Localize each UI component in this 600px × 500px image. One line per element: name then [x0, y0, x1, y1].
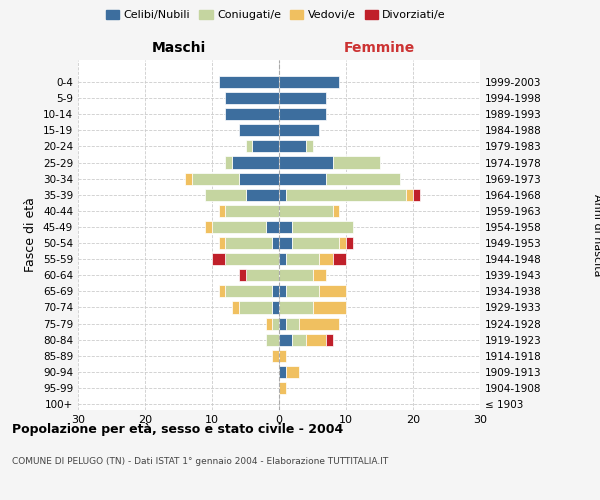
- Bar: [406, 188, 413, 201]
- Bar: [279, 286, 286, 298]
- Bar: [266, 334, 279, 346]
- Text: COMUNE DI PELUGO (TN) - Dati ISTAT 1° gennaio 2004 - Elaborazione TUTTITALIA.IT: COMUNE DI PELUGO (TN) - Dati ISTAT 1° ge…: [12, 458, 388, 466]
- Bar: [340, 237, 346, 249]
- Bar: [286, 366, 299, 378]
- Bar: [313, 269, 326, 281]
- Bar: [292, 334, 306, 346]
- Bar: [205, 188, 245, 201]
- Bar: [279, 140, 306, 152]
- Bar: [192, 172, 239, 184]
- Bar: [286, 286, 319, 298]
- Bar: [219, 205, 226, 217]
- Bar: [205, 221, 212, 233]
- Bar: [219, 286, 226, 298]
- Bar: [272, 286, 279, 298]
- Bar: [272, 237, 279, 249]
- Bar: [326, 172, 400, 184]
- Bar: [252, 140, 279, 152]
- Bar: [226, 205, 279, 217]
- Bar: [279, 269, 313, 281]
- Bar: [239, 124, 279, 136]
- Bar: [286, 318, 299, 330]
- Text: Femmine: Femmine: [344, 41, 415, 55]
- Bar: [245, 188, 279, 201]
- Bar: [279, 156, 332, 168]
- Bar: [185, 172, 192, 184]
- Bar: [413, 188, 420, 201]
- Bar: [286, 188, 406, 201]
- Bar: [245, 140, 252, 152]
- Text: Popolazione per età, sesso e stato civile - 2004: Popolazione per età, sesso e stato civil…: [12, 422, 343, 436]
- Bar: [226, 253, 279, 265]
- Bar: [332, 205, 340, 217]
- Bar: [313, 302, 346, 314]
- Bar: [346, 237, 353, 249]
- Bar: [319, 253, 332, 265]
- Bar: [279, 108, 326, 120]
- Bar: [226, 108, 279, 120]
- Bar: [279, 382, 286, 394]
- Bar: [279, 172, 326, 184]
- Legend: Celibi/Nubili, Coniugati/e, Vedovi/e, Divorziati/e: Celibi/Nubili, Coniugati/e, Vedovi/e, Di…: [101, 6, 451, 25]
- Bar: [306, 334, 326, 346]
- Bar: [219, 237, 226, 249]
- Bar: [245, 269, 279, 281]
- Bar: [279, 302, 313, 314]
- Text: Maschi: Maschi: [151, 41, 206, 55]
- Bar: [279, 76, 340, 88]
- Bar: [279, 253, 286, 265]
- Bar: [226, 92, 279, 104]
- Y-axis label: Fasce di età: Fasce di età: [25, 198, 37, 272]
- Bar: [226, 286, 272, 298]
- Bar: [286, 253, 319, 265]
- Bar: [279, 221, 292, 233]
- Bar: [266, 221, 279, 233]
- Bar: [279, 205, 332, 217]
- Bar: [319, 286, 346, 298]
- Bar: [332, 253, 346, 265]
- Bar: [279, 318, 286, 330]
- Bar: [226, 237, 272, 249]
- Bar: [299, 318, 340, 330]
- Bar: [226, 156, 232, 168]
- Bar: [232, 302, 239, 314]
- Bar: [292, 221, 353, 233]
- Bar: [239, 172, 279, 184]
- Bar: [326, 334, 332, 346]
- Bar: [212, 221, 266, 233]
- Bar: [272, 350, 279, 362]
- Bar: [279, 92, 326, 104]
- Bar: [279, 188, 286, 201]
- Bar: [279, 334, 292, 346]
- Bar: [292, 237, 340, 249]
- Bar: [279, 366, 286, 378]
- Bar: [239, 302, 272, 314]
- Bar: [239, 269, 245, 281]
- Bar: [212, 253, 226, 265]
- Bar: [272, 318, 279, 330]
- Bar: [218, 76, 279, 88]
- Bar: [279, 124, 319, 136]
- Bar: [266, 318, 272, 330]
- Bar: [306, 140, 313, 152]
- Bar: [232, 156, 279, 168]
- Bar: [332, 156, 380, 168]
- Bar: [272, 302, 279, 314]
- Bar: [279, 237, 292, 249]
- Text: Anni di nascita: Anni di nascita: [592, 194, 600, 276]
- Bar: [279, 350, 286, 362]
